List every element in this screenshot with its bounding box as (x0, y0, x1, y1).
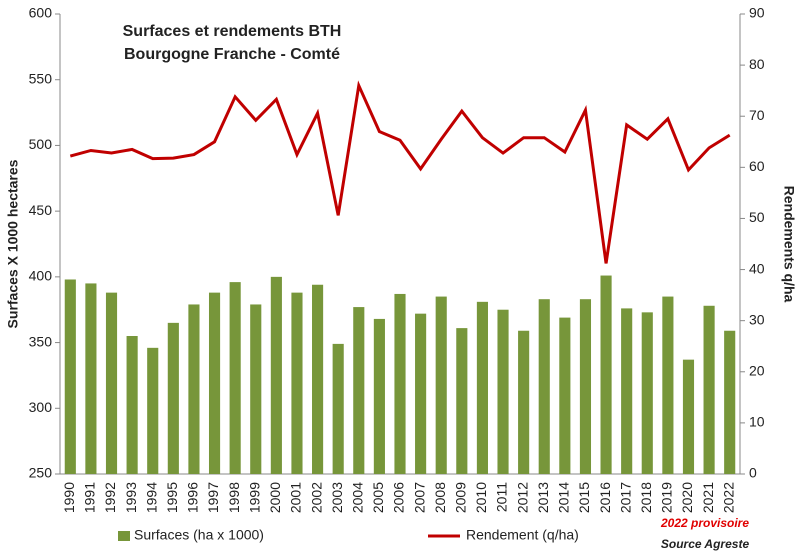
x-tick-label: 2004 (349, 482, 365, 513)
x-tick-label: 2012 (514, 482, 530, 513)
x-tick-label: 1993 (123, 482, 139, 513)
x-tick-label: 2014 (556, 482, 572, 513)
y-tick-label: 300 (29, 399, 53, 415)
bar (373, 318, 385, 474)
bar (208, 292, 221, 474)
bar (518, 330, 530, 474)
legend-swatch (118, 531, 130, 541)
x-tick-label: 2001 (288, 482, 304, 513)
x-tick-label: 1999 (246, 482, 262, 513)
y2-tick-label: 30 (749, 311, 765, 327)
y2-tick-label: 90 (749, 5, 765, 21)
y-tick-label: 250 (29, 465, 53, 481)
y-tick-label: 600 (29, 5, 53, 21)
x-tick-label: 2009 (453, 482, 469, 513)
bar (394, 293, 406, 474)
x-tick-label: 1994 (143, 482, 159, 513)
legend-label: Rendement (q/ha) (466, 527, 579, 543)
y-tick-label: 500 (29, 136, 53, 152)
y-tick-label: 550 (29, 70, 53, 86)
bar (147, 347, 159, 474)
x-tick-label: 2007 (411, 482, 427, 513)
x-tick-label: 1998 (226, 482, 242, 513)
y2-tick-label: 20 (749, 362, 765, 378)
bar (476, 301, 488, 474)
x-tick-label: 2020 (679, 482, 695, 513)
bar (538, 299, 550, 474)
x-tick-label: 1996 (185, 482, 201, 513)
x-tick-label: 2010 (473, 482, 489, 513)
y-axis-title: Surfaces X 1000 hectares (5, 159, 21, 328)
x-tick-label: 2021 (700, 482, 716, 513)
legend-label: Surfaces (ha x 1000) (134, 527, 264, 543)
x-tick-label: 2003 (329, 482, 345, 513)
x-tick-label: 2017 (617, 482, 633, 513)
x-tick-label: 2000 (267, 482, 283, 513)
x-tick-label: 2005 (370, 482, 386, 513)
chart-title: Surfaces et rendements BTH (123, 23, 342, 40)
x-tick-label: 2008 (432, 482, 448, 513)
chart-subtitle: Bourgogne Franche - Comté (124, 46, 340, 63)
bar (559, 317, 571, 474)
bar (167, 322, 179, 474)
x-tick-label: 2011 (494, 482, 510, 512)
y-tick-label: 450 (29, 202, 53, 218)
y2-tick-label: 60 (749, 158, 765, 174)
line (69, 80, 731, 264)
bar (105, 292, 118, 474)
bar (579, 299, 592, 474)
y2-tick-label: 10 (749, 414, 765, 430)
bar (621, 308, 633, 474)
bar (662, 296, 674, 474)
bar (291, 292, 303, 474)
x-tick-label: 2018 (638, 482, 654, 513)
x-tick-label: 2015 (576, 482, 592, 513)
y-tick-label: 400 (29, 268, 53, 284)
y2-tick-label: 70 (749, 107, 765, 123)
bar (497, 309, 509, 474)
x-tick-label: 2002 (308, 482, 324, 513)
x-tick-label: 1995 (164, 482, 180, 513)
bar (270, 276, 282, 474)
bar (353, 307, 365, 474)
y-tick-label: 350 (29, 333, 53, 349)
bar (85, 283, 97, 474)
bar (64, 279, 76, 474)
bar (641, 312, 653, 474)
y2-tick-label: 80 (749, 56, 765, 72)
x-tick-label: 1990 (61, 482, 77, 513)
x-tick-label: 2013 (535, 482, 551, 513)
x-tick-label: 2022 (720, 482, 736, 513)
bar (600, 275, 612, 474)
bar (126, 336, 138, 474)
bar (229, 282, 241, 474)
x-tick-label: 1991 (82, 482, 98, 513)
bar (312, 284, 324, 474)
x-tick-label: 1992 (102, 482, 118, 513)
annotation: Source Agreste (661, 537, 750, 551)
x-tick-label: 2016 (597, 482, 613, 513)
bar (415, 313, 427, 474)
bar (724, 330, 736, 474)
bar (332, 343, 344, 474)
x-tick-label: 2019 (659, 482, 675, 513)
bar (456, 328, 468, 474)
y2-tick-label: 40 (749, 260, 765, 276)
bar (703, 305, 715, 474)
bar (188, 304, 200, 474)
bar (435, 296, 447, 474)
annotation: 2022 provisoire (660, 516, 749, 530)
y2-tick-label: 0 (749, 465, 757, 481)
x-tick-label: 2006 (391, 482, 407, 513)
y2-axis-title: Rendements q/ha (781, 186, 797, 303)
bar (682, 359, 695, 474)
bar (250, 304, 262, 474)
y2-tick-label: 50 (749, 209, 765, 225)
x-tick-label: 1997 (205, 482, 221, 513)
